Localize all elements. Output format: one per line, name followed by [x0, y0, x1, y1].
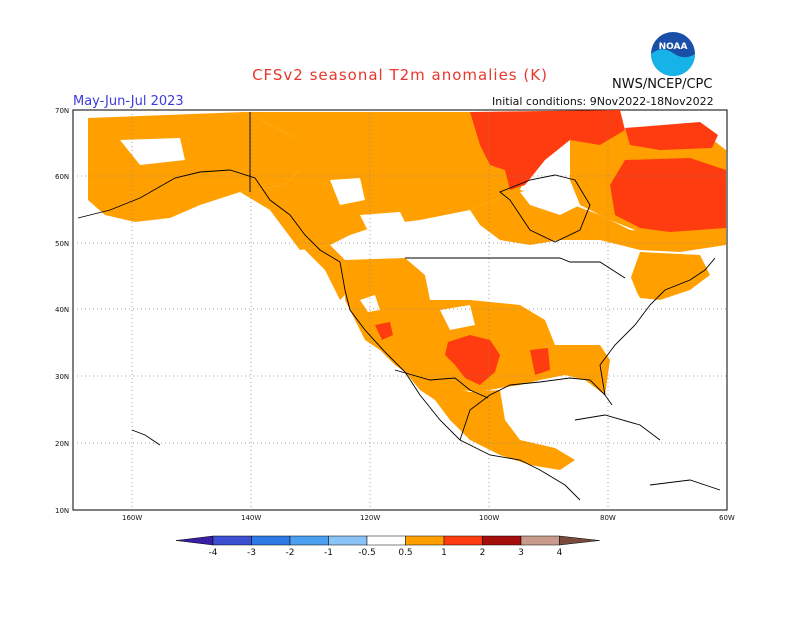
lon-label-160w: 160W [122, 514, 142, 522]
coastlines [77, 112, 721, 501]
colorbar-arrow-right [559, 535, 600, 546]
baffin-warm-core [625, 122, 718, 150]
lon-label-140w: 140W [241, 514, 261, 522]
lat-label-70n: 70N [55, 107, 69, 115]
lon-label-100w: 100W [479, 514, 499, 522]
colorbar-swatch [366, 535, 406, 546]
latitude-labels: 70N 60N 50N 40N 30N 20N 10N [55, 107, 69, 515]
graticule [73, 110, 727, 510]
south-america-coast [649, 479, 721, 491]
pacific-coast [77, 169, 581, 501]
chart-title: CFSv2 seasonal T2m anomalies (K) [252, 66, 548, 84]
central-us-neutral [420, 255, 640, 340]
arctic-warm-core [470, 110, 625, 190]
colorbar-swatch [251, 535, 291, 546]
lon-label-60w: 60W [719, 514, 735, 522]
hudson-bay-neutral [520, 182, 580, 215]
us-canada-border [405, 257, 626, 279]
logo-wave [651, 49, 695, 76]
cuba-coast [574, 414, 661, 441]
southwest-warm-core [375, 322, 393, 340]
lon-label-120w: 120W [360, 514, 380, 522]
us-mexico-border [394, 369, 489, 399]
colorbar-swatch [520, 535, 560, 546]
bc-coast-anomaly [270, 210, 350, 300]
yukon-neutral [330, 178, 365, 205]
new-england-anomaly [630, 252, 710, 300]
colorbar-tick-label: 2 [479, 548, 486, 558]
texas-warm-core [445, 335, 500, 385]
colorbar-tick-label: -4 [208, 548, 218, 558]
northwest-canada-anomaly [240, 112, 530, 250]
longitude-labels: 160W 140W 120W 100W 80W 60W [122, 514, 735, 522]
colorbar-swatch [289, 535, 329, 546]
alaska-neutral [120, 138, 185, 165]
colorbar-tick-label: -0.5 [358, 548, 376, 558]
lat-label-40n: 40N [55, 306, 69, 314]
labrador-warm-core [610, 158, 726, 232]
lon-label-80w: 80W [600, 514, 616, 522]
colorbar-swatch [328, 535, 368, 546]
gulf-warm-core [530, 348, 550, 375]
hudson-bay-coast [499, 174, 591, 243]
logo-text: NOAA [659, 42, 688, 52]
colorbar-swatch [482, 535, 522, 546]
lat-label-20n: 20N [55, 440, 69, 448]
noaa-logo: NOAA [651, 32, 695, 76]
initial-conditions-label: Initial conditions: 9Nov2022-18Nov2022 [492, 95, 714, 108]
agency-label: NWS/NCEP/CPC [612, 77, 713, 92]
colorbar-tick-label: -1 [324, 548, 333, 558]
colorbar-swatch [443, 535, 483, 546]
season-label: May-Jun-Jul 2023 [73, 94, 184, 109]
colorbar-tick-label: 1 [441, 548, 447, 558]
colorbar-swatch [405, 535, 445, 546]
colorbar-swatch [212, 535, 252, 546]
colorbar-arrow-left [175, 535, 214, 546]
gulf-coast [459, 377, 613, 441]
mexico-anomaly [405, 372, 575, 470]
nevada-neutral [360, 295, 380, 312]
lat-label-10n: 10N [55, 507, 69, 515]
anomaly-fields [88, 110, 726, 470]
atlantic-coast [599, 257, 716, 396]
lat-label-30n: 30N [55, 373, 69, 381]
colorbar-tick-label: 0.5 [398, 548, 413, 558]
colorado-neutral [440, 305, 475, 330]
alberta-neutral [360, 212, 410, 235]
colorbar-tick-label: 4 [556, 548, 563, 558]
colorbar-tick-label: 3 [518, 548, 524, 558]
hawaii-islands [131, 429, 161, 446]
colorbar-tick-label: -2 [285, 548, 295, 558]
colorbar [175, 535, 600, 546]
lat-label-60n: 60N [55, 173, 69, 181]
lat-label-50n: 50N [55, 240, 69, 248]
colorbar-tick-label: -3 [247, 548, 256, 558]
